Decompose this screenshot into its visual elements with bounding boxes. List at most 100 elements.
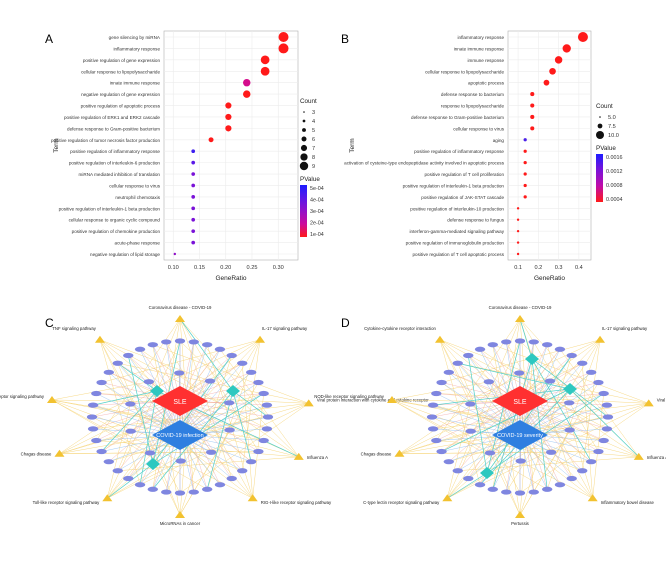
edge (117, 363, 181, 436)
edge (486, 355, 573, 474)
data-point (549, 67, 556, 75)
disease-node-covid (152, 420, 208, 450)
network-d: Coronavirus disease - COVID-19 IL-17 sign… (314, 305, 666, 526)
data-point (523, 138, 527, 142)
edge (581, 363, 593, 499)
gene-node (214, 346, 226, 352)
edge (441, 400, 521, 452)
color-legend-bar (300, 185, 307, 237)
term-label: inflammatory response (114, 46, 161, 51)
edge (506, 341, 521, 436)
gene-node (175, 458, 186, 464)
pathway-label: Chagas disease (361, 452, 392, 457)
pathway-label: Influenza A (307, 455, 328, 460)
edge (127, 355, 154, 465)
gene-node (91, 437, 102, 444)
size-legend-dot (300, 153, 308, 161)
gene-node (487, 342, 499, 348)
edge (519, 355, 572, 436)
gene-node (91, 390, 102, 397)
edge (391, 399, 548, 490)
size-legend-label: 7.5 (608, 124, 616, 130)
plot-area (507, 30, 592, 261)
pathway-node (442, 494, 453, 502)
data-point (523, 149, 527, 153)
edge (531, 358, 592, 462)
gene-node (103, 459, 115, 465)
gene-node (487, 486, 499, 492)
data-point (191, 229, 196, 233)
data-point (191, 160, 196, 165)
gene-node (564, 427, 575, 433)
edge (179, 400, 208, 490)
edge (139, 390, 158, 485)
data-point (225, 102, 232, 109)
pathway-node (434, 335, 445, 343)
data-point (516, 252, 520, 256)
term-label: interferon-gamma-mediated signaling path… (410, 229, 505, 234)
term-label: defense response to fungus (447, 218, 504, 223)
edge (179, 318, 234, 392)
x-tick-label: 0.2 (534, 265, 542, 271)
gene-node (514, 490, 526, 496)
gene-node (134, 482, 146, 488)
size-legend-label: 4 (312, 119, 315, 125)
gene-node (601, 426, 613, 432)
data-point (278, 32, 289, 42)
tf-node (525, 353, 539, 365)
gene-node (147, 486, 159, 492)
edge (152, 355, 233, 465)
gene-node (204, 378, 216, 384)
network-c: Coronavirus disease - COVID-19 IL-17 sign… (0, 305, 429, 526)
gene-node (515, 458, 526, 464)
edge (108, 372, 299, 458)
edge (436, 440, 639, 458)
x-tick-label: 0.30 (273, 265, 284, 271)
edge (448, 372, 521, 436)
size-legend-dot (597, 123, 603, 129)
edge (166, 341, 181, 436)
pathway-label: IL-17 signaling pathway (262, 326, 308, 331)
edge (439, 339, 521, 494)
pathway-label: Chagas disease (21, 452, 52, 457)
edge (519, 400, 548, 490)
plot-area (163, 30, 299, 261)
gene-node (205, 449, 217, 455)
term-label: cellular response to lipopolysaccharide (425, 69, 504, 74)
gene-node (245, 459, 257, 465)
edge (439, 339, 551, 382)
edge (96, 440, 299, 458)
x-axis-title: GeneRatio (215, 275, 246, 282)
gene-node (554, 482, 566, 488)
edge (179, 400, 259, 452)
size-legend-dot (302, 119, 306, 123)
edge (179, 349, 221, 436)
gene-node (452, 360, 463, 366)
gene-node (188, 339, 199, 345)
color-legend-label: 3e-04 (310, 209, 324, 215)
edge (439, 339, 608, 430)
gene-node (226, 352, 237, 359)
gene-node (258, 437, 269, 444)
gene-node (598, 437, 609, 444)
gene-node (147, 342, 159, 348)
data-point (530, 103, 535, 108)
tf-node (150, 385, 164, 397)
gene-node (514, 370, 525, 376)
term-label: inflammatory response (458, 35, 505, 40)
edge (492, 344, 521, 436)
color-legend-label: 0.0004 (606, 197, 623, 203)
gene-node (144, 450, 156, 456)
size-legend-label: 10.0 (608, 133, 619, 139)
term-label: positive regulation of T cell apoptotic … (412, 252, 504, 257)
edge (431, 339, 601, 418)
term-label: innate immune response (110, 81, 161, 86)
gene-node (214, 482, 226, 488)
data-point (243, 78, 251, 87)
data-point (523, 183, 527, 188)
gene-node (436, 448, 447, 455)
pathway-label: NOD-like receptor signaling pathway (314, 394, 385, 399)
edge (569, 388, 640, 458)
edge (117, 362, 158, 392)
size-legend-label: 6 (312, 137, 315, 143)
